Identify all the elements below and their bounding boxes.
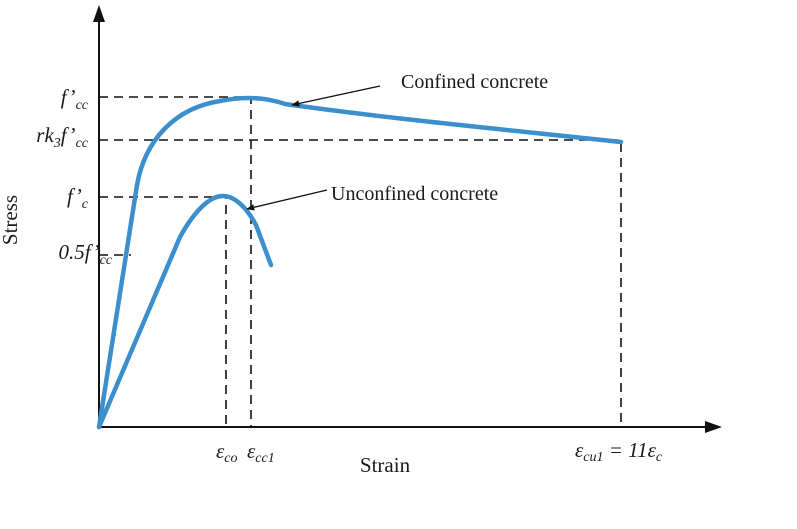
y-tick-fcc: f’cc [61, 85, 89, 113]
unconfined-pointer-arrow [246, 189, 328, 211]
y-tick-half-fcc: 0.5f’cc [59, 240, 113, 268]
confined-concrete-label: Confined concrete [401, 71, 548, 93]
x-tick-ecc1: εcc1 [247, 439, 275, 466]
y-axis-label: Stress [0, 195, 22, 245]
x-tick-ecu1: εcu1 = 11εc [575, 438, 663, 465]
guide-rk3fcc [99, 139, 622, 427]
unconfined-concrete-curve [96, 193, 274, 430]
unconfined-concrete-label: Unconfined concrete [331, 183, 498, 205]
x-tick-eco: εco [216, 439, 238, 466]
y-tick-fc: f’c [67, 184, 89, 212]
y-axis-arrow-icon [93, 5, 105, 22]
y-tick-rk3fcc: rk3f’cc [36, 123, 88, 151]
x-axis-label: Strain [360, 453, 411, 477]
confined-pointer-arrow [291, 85, 381, 107]
x-axis-arrow-icon [705, 421, 722, 433]
confined-concrete-curve [96, 95, 624, 430]
